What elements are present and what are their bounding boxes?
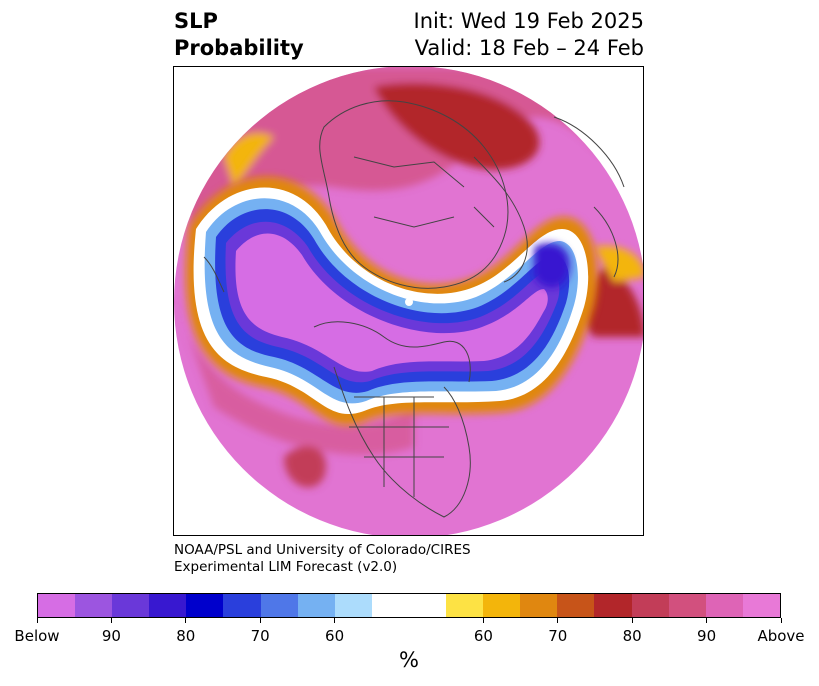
colorbar-swatch [149, 594, 187, 617]
colorbar-tick-mark [334, 618, 336, 623]
colorbar-unit: % [399, 648, 419, 672]
map-title: SLP Probability [174, 8, 304, 62]
colorbar-tick-label: 60 [325, 627, 345, 645]
colorbar-tick-label: Above [757, 627, 805, 645]
colorbar-tick-mark [36, 618, 38, 623]
credit: NOAA/PSL and University of Colorado/CIRE… [174, 542, 471, 576]
credit-line-1: NOAA/PSL and University of Colorado/CIRE… [174, 542, 471, 558]
colorbar-tick-mark [706, 618, 708, 623]
colorbar-tick-mark [110, 618, 112, 623]
colorbar-swatch [446, 594, 484, 617]
colorbar-tick-label: Below [14, 627, 60, 645]
colorbar-tick-label: 70 [548, 627, 568, 645]
probability-field [174, 67, 643, 535]
colorbar-swatch [75, 594, 113, 617]
colorbar-swatch [483, 594, 521, 617]
colorbar-swatch [668, 594, 706, 617]
colorbar-tick-mark [185, 618, 187, 623]
colorbar-swatch [557, 594, 595, 617]
title-variable-line2: Probability [174, 36, 304, 60]
colorbar-swatch [112, 594, 150, 617]
colorbar-tick-mark [482, 618, 484, 623]
colorbar-swatch [38, 594, 76, 617]
colorbar-swatch [408, 594, 447, 617]
colorbar-tick-label: 90 [697, 627, 717, 645]
colorbar-swatch [371, 594, 409, 617]
colorbar-tick-mark [557, 618, 559, 623]
colorbar-tick-label: 70 [250, 627, 270, 645]
polar-map-frame [173, 66, 644, 536]
title-variable: SLP [174, 9, 218, 33]
colorbar-tick-mark [780, 618, 782, 623]
colorbar-swatch [594, 594, 632, 617]
init-date: Init: Wed 19 Feb 2025 [413, 9, 644, 33]
colorbar-tick-mark [259, 618, 261, 623]
colorbar-tick-label: 60 [473, 627, 493, 645]
colorbar-swatch [223, 594, 261, 617]
colorbar-tick-label: 80 [622, 627, 642, 645]
colorbar-swatch [520, 594, 558, 617]
colorbar-swatch [334, 594, 372, 617]
credit-line-2: Experimental LIM Forecast (v2.0) [174, 559, 398, 575]
colorbar-swatch [297, 594, 335, 617]
colorbar-tick-mark [631, 618, 633, 623]
colorbar-swatch [260, 594, 298, 617]
valid-range: Valid: 18 Feb – 24 Feb [414, 36, 644, 60]
colorbar-swatch [742, 594, 780, 617]
colorbar-swatch [186, 594, 224, 617]
polar-map [174, 67, 643, 535]
colorbar [37, 593, 781, 618]
forecast-dates: Init: Wed 19 Feb 2025 Valid: 18 Feb – 24… [414, 8, 644, 62]
coastlines [203, 100, 625, 518]
colorbar-tick-label: 90 [101, 627, 121, 645]
colorbar-swatch [631, 594, 669, 617]
colorbar-tick-label: 80 [176, 627, 196, 645]
colorbar-swatch [705, 594, 743, 617]
